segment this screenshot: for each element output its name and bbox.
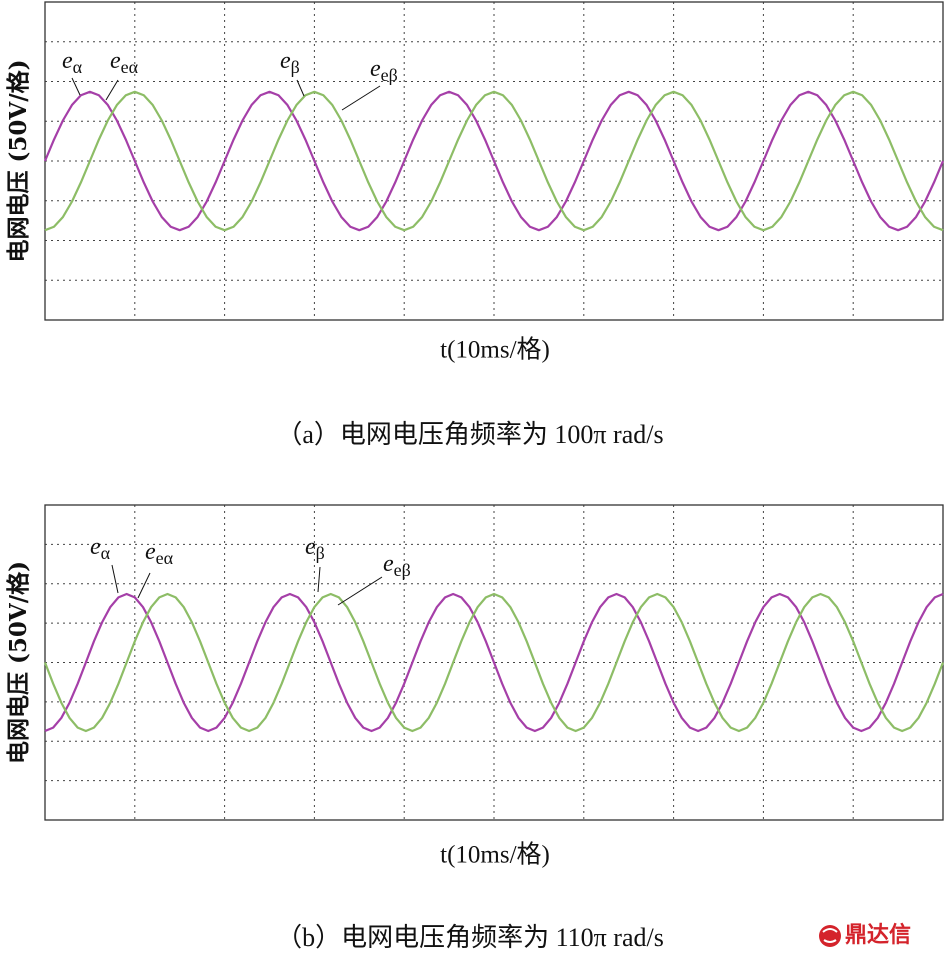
annotation-sub: β	[291, 57, 300, 77]
y-axis-label: 电网电压 (50V/格)	[5, 59, 32, 262]
annotation-leader	[71, 77, 81, 96]
annotation: eα	[90, 534, 111, 564]
annotation: eeβ	[383, 551, 411, 581]
series-line	[44, 90, 944, 232]
annotation-leader	[111, 564, 119, 594]
annotation-leader	[105, 79, 119, 101]
caption: （b）电网电压角频率为 110π rad/s	[276, 923, 664, 952]
caption: （a）电网电压角频率为 100π rad/s	[276, 420, 663, 449]
annotation-leader	[137, 572, 151, 599]
watermark-logo-mark	[822, 928, 838, 943]
annotation-sub: eα	[156, 548, 174, 568]
annotation: eα	[62, 48, 83, 78]
annotation-leader	[317, 566, 321, 593]
annotation-base: e	[280, 48, 291, 74]
annotation: eeα	[110, 48, 139, 78]
annotation-base: e	[305, 534, 316, 560]
annotation-sub: α	[101, 543, 111, 563]
annotation-leader	[337, 576, 383, 606]
annotation-base: e	[62, 48, 73, 74]
watermark-text: 鼎达信	[845, 922, 911, 948]
annotation-base: e	[383, 551, 394, 577]
y-axis-label: 电网电压 (50V/格)	[5, 561, 32, 764]
x-axis-label: t(10ms/格)	[440, 336, 550, 364]
annotation: eβ	[305, 534, 325, 564]
series-line	[43, 90, 945, 232]
watermark: 鼎达信	[819, 922, 911, 948]
annotation: eβ	[280, 48, 300, 78]
annotation-sub: β	[316, 543, 325, 563]
annotation-sub: eβ	[381, 65, 398, 85]
annotation-base: e	[370, 56, 381, 82]
annotation: eeβ	[370, 56, 398, 86]
annotation: eeα	[145, 539, 174, 569]
annotation-base: e	[145, 539, 156, 565]
x-axis-label: t(10ms/格)	[440, 841, 550, 869]
annotation-sub: eα	[121, 57, 139, 77]
annotation-leader	[296, 79, 305, 97]
series-line	[44, 592, 944, 733]
series-line	[43, 592, 945, 733]
annotation-sub: α	[73, 57, 83, 77]
annotation-base: e	[90, 534, 101, 560]
annotation-leader	[341, 85, 381, 111]
annotation-sub: eβ	[394, 560, 411, 580]
annotation-base: e	[110, 48, 121, 74]
